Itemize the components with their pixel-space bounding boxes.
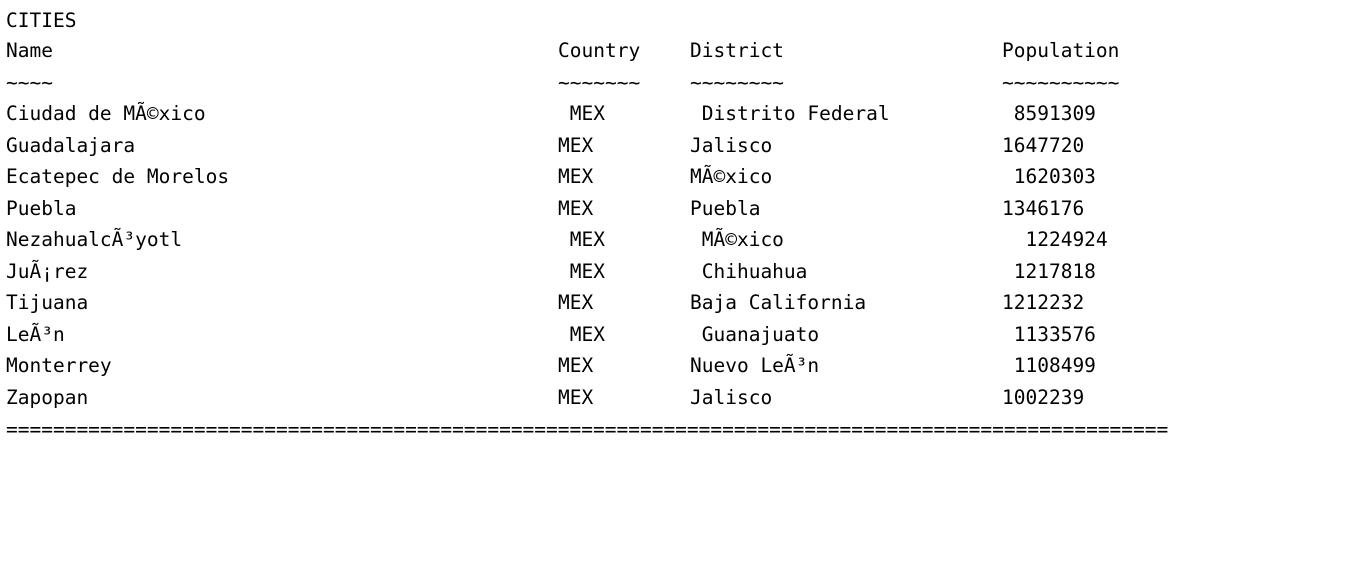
row-district: Guanajuato (690, 323, 820, 346)
table-row: Guadalajara MEX Jalisco 1647720 (0, 130, 1357, 162)
row-population: 1217818 (1002, 260, 1096, 283)
row-country: MEX (558, 386, 594, 409)
underline-district: ~~~~~~~~ (690, 71, 784, 94)
row-district: Baja California (690, 291, 867, 314)
row-name: Zapopan (6, 386, 89, 409)
row-name: JuÃ¡rez (6, 260, 89, 283)
row-population: 1224924 (1002, 228, 1108, 251)
table-row: Monterrey MEX Nuevo LeÃ³n 1108499 (0, 350, 1357, 382)
row-name: Ecatepec de Morelos (6, 165, 230, 188)
header-name: Name (6, 39, 53, 62)
row-district: Puebla (690, 197, 761, 220)
row-population: 1108499 (1002, 354, 1096, 377)
header-country: Country (558, 39, 641, 62)
row-district: MÃ©xico (690, 165, 773, 188)
row-name: Monterrey (6, 354, 112, 377)
row-country: MEX (558, 165, 594, 188)
row-country: MEX (558, 102, 605, 125)
console-output: CITIES Name Country District Population … (0, 5, 1357, 446)
row-population: 1647720 (1002, 134, 1085, 157)
row-population: 1133576 (1002, 323, 1096, 346)
title-line: CITIES (0, 5, 1357, 37)
row-country: MEX (558, 260, 605, 283)
table-row: Ecatepec de Morelos MEX MÃ©xico 1620303 (0, 161, 1357, 193)
row-name: NezahualcÃ³yotl (6, 228, 183, 251)
row-district: Jalisco (690, 386, 773, 409)
row-country: MEX (558, 323, 605, 346)
row-name: Tijuana (6, 291, 89, 314)
table-row: NezahualcÃ³yotl MEX MÃ©xico 1224924 (0, 224, 1357, 256)
underline-population: ~~~~~~~~~~ (1002, 71, 1120, 94)
row-district: Distrito Federal (690, 102, 890, 125)
table-row: Zapopan MEX Jalisco 1002239 (0, 382, 1357, 414)
row-population: 8591309 (1002, 102, 1096, 125)
row-population: 1212232 (1002, 291, 1085, 314)
table-row: JuÃ¡rez MEX Chihuahua 1217818 (0, 256, 1357, 288)
row-population: 1620303 (1002, 165, 1096, 188)
table-row: Tijuana MEX Baja California 1212232 (0, 287, 1357, 319)
underline-name: ~~~~ (6, 71, 53, 94)
row-district: Nuevo LeÃ³n (690, 354, 820, 377)
row-country: MEX (558, 197, 594, 220)
row-name: LeÃ³n (6, 323, 65, 346)
row-district: Chihuahua (690, 260, 808, 283)
row-name: Ciudad de MÃ©xico (6, 102, 206, 125)
row-name: Guadalajara (6, 134, 136, 157)
row-name: Puebla (6, 197, 77, 220)
output-title: CITIES (6, 9, 77, 32)
header-line: Name Country District Population (0, 35, 1357, 67)
row-country: MEX (558, 354, 594, 377)
footer-rule: ========================================… (6, 418, 1169, 441)
underline-line: ~~~~ ~~~~~~~ ~~~~~~~~ ~~~~~~~~~~ (0, 67, 1357, 99)
footer-rule-line: ========================================… (0, 414, 1357, 446)
row-district: MÃ©xico (690, 228, 784, 251)
table-row: Puebla MEX Puebla 1346176 (0, 193, 1357, 225)
header-population: Population (1002, 39, 1120, 62)
row-district: Jalisco (690, 134, 773, 157)
row-population: 1002239 (1002, 386, 1085, 409)
table-row: LeÃ³n MEX Guanajuato 1133576 (0, 319, 1357, 351)
row-country: MEX (558, 291, 594, 314)
row-population: 1346176 (1002, 197, 1085, 220)
row-country: MEX (558, 134, 594, 157)
header-district: District (690, 39, 784, 62)
row-country: MEX (558, 228, 605, 251)
underline-country: ~~~~~~~ (558, 71, 641, 94)
table-row: Ciudad de MÃ©xico MEX Distrito Federal 8… (0, 98, 1357, 130)
